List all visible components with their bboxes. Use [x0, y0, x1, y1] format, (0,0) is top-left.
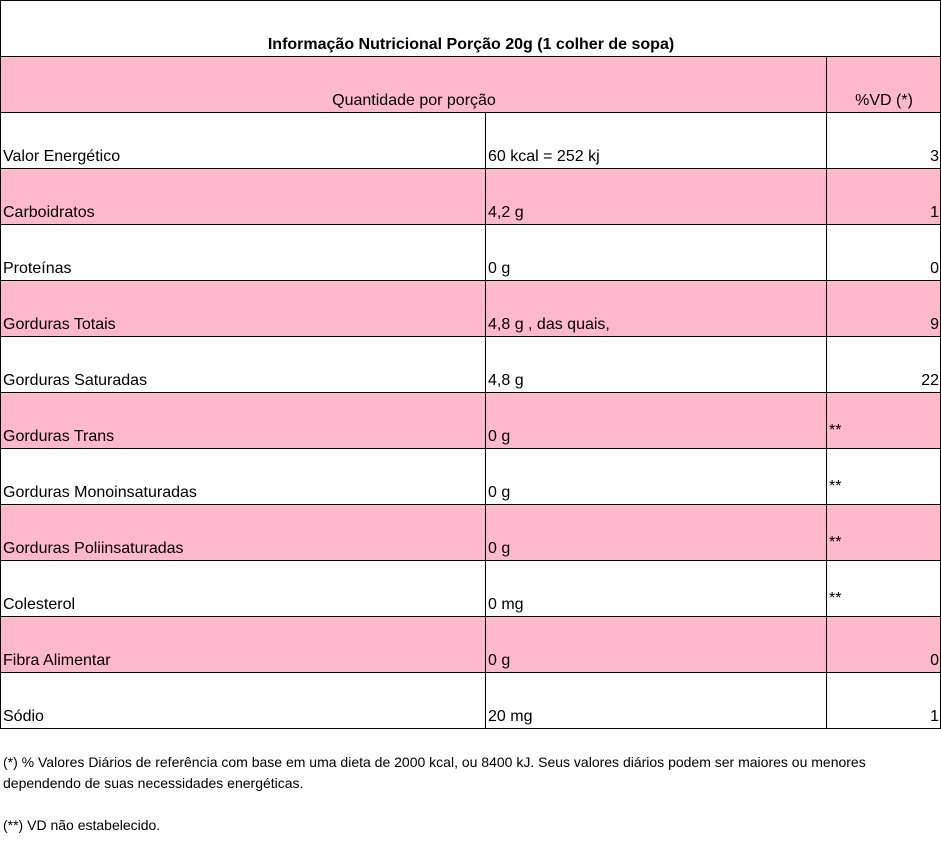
daily-value: ** — [825, 560, 941, 617]
amount: 0 g — [485, 392, 827, 449]
nutrient-name: Gorduras Monoinsaturadas — [0, 448, 486, 505]
daily-value: 0 — [825, 616, 941, 673]
amount: 4,2 g — [485, 168, 827, 225]
daily-value: ** — [825, 392, 941, 449]
nutrient-name: Proteínas — [0, 224, 486, 281]
daily-value: 1 — [825, 168, 941, 225]
nutrient-row: Gorduras Totais 4,8 g , das quais, 9 — [0, 280, 941, 337]
nutrient-name: Gorduras Saturadas — [0, 336, 486, 393]
nutrient-name: Colesterol — [0, 560, 486, 617]
vd-header: %VD (*) — [825, 56, 941, 113]
table-title: Informação Nutricional Porção 20g (1 col… — [0, 0, 941, 57]
nutrient-row: Sódio 20 mg 1 — [0, 672, 941, 729]
amount: 0 g — [485, 504, 827, 561]
amount: 0 g — [485, 224, 827, 281]
daily-value: ** — [825, 504, 941, 561]
footnote: (*) % Valores Diários de referência com … — [3, 754, 866, 791]
amount: 4,8 g — [485, 336, 827, 393]
amount: 0 g — [485, 448, 827, 505]
daily-value: 9 — [825, 280, 941, 337]
nutrient-row: Colesterol 0 mg ** — [0, 560, 941, 617]
daily-value: ** — [825, 448, 941, 505]
nutrient-name: Gorduras Poliinsaturadas — [0, 504, 486, 561]
nutrient-name: Sódio — [0, 672, 486, 729]
nutrient-row: Gorduras Saturadas 4,8 g 22 — [0, 336, 941, 393]
nutrient-row: Gorduras Poliinsaturadas 0 g ** — [0, 504, 941, 561]
nutrient-row: Gorduras Monoinsaturadas 0 g ** — [0, 448, 941, 505]
daily-value: 0 — [825, 224, 941, 281]
header-row: Quantidade por porção %VD (*) — [0, 56, 941, 113]
nutrient-row: Gorduras Trans 0 g ** — [0, 392, 941, 449]
daily-value: 3 — [825, 112, 941, 169]
footnotes: (*) % Valores Diários de referência com … — [3, 752, 939, 857]
footnote: (**) VD não estabelecido. — [3, 817, 161, 833]
amount: 0 g — [485, 616, 827, 673]
nutrient-name: Gorduras Trans — [0, 392, 486, 449]
amount: 60 kcal = 252 kj — [485, 112, 827, 169]
nutrient-name: Valor Energético — [0, 112, 486, 169]
amount: 0 mg — [485, 560, 827, 617]
amount: 20 mg — [485, 672, 827, 729]
amount: 4,8 g , das quais, — [485, 280, 827, 337]
quantity-header: Quantidade por porção — [0, 56, 827, 113]
daily-value: 22 — [825, 336, 941, 393]
nutrition-table: Informação Nutricional Porção 20g (1 col… — [0, 0, 941, 729]
nutrient-name: Gorduras Totais — [0, 280, 486, 337]
nutrient-name: Fibra Alimentar — [0, 616, 486, 673]
nutrient-row: Valor Energético 60 kcal = 252 kj 3 — [0, 112, 941, 169]
nutrient-name: Carboidratos — [0, 168, 486, 225]
title-row: Informação Nutricional Porção 20g (1 col… — [0, 0, 941, 57]
daily-value: 1 — [825, 672, 941, 729]
